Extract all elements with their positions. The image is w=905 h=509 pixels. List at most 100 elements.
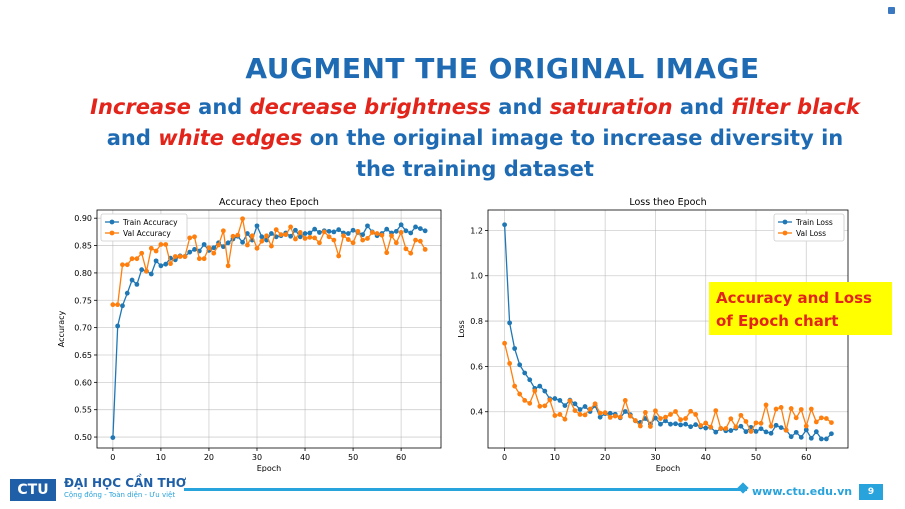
data-point bbox=[153, 258, 159, 264]
data-point bbox=[607, 410, 613, 416]
data-point bbox=[768, 423, 774, 429]
legend-box bbox=[773, 213, 845, 242]
data-point bbox=[244, 231, 250, 236]
data-point bbox=[398, 222, 404, 228]
legend-swatch-marker bbox=[109, 230, 115, 236]
data-point bbox=[398, 230, 404, 235]
data-point bbox=[172, 254, 178, 259]
data-point bbox=[297, 234, 303, 240]
data-point bbox=[582, 412, 588, 418]
data-point bbox=[778, 405, 784, 410]
footer-url-link[interactable]: www.ctu.edu.vn bbox=[752, 485, 853, 498]
series-line-train bbox=[112, 223, 426, 438]
data-point bbox=[124, 262, 130, 268]
data-point bbox=[597, 410, 603, 416]
data-point bbox=[663, 418, 668, 424]
data-point bbox=[360, 232, 366, 238]
data-point bbox=[773, 422, 779, 428]
data-point bbox=[384, 250, 390, 256]
legend-swatch-marker bbox=[109, 219, 115, 225]
data-point bbox=[788, 406, 794, 411]
data-point bbox=[808, 435, 814, 441]
data-point bbox=[798, 434, 804, 440]
data-point bbox=[134, 256, 140, 262]
data-point bbox=[244, 242, 250, 248]
data-point bbox=[336, 227, 342, 233]
data-point bbox=[417, 238, 423, 244]
data-point bbox=[144, 268, 149, 274]
data-point bbox=[572, 408, 578, 413]
data-point bbox=[269, 243, 274, 249]
y-tick-label: 0.6 bbox=[470, 362, 483, 371]
corner-mark bbox=[888, 7, 895, 14]
data-point bbox=[369, 230, 375, 235]
data-point bbox=[788, 434, 794, 440]
data-point bbox=[307, 230, 313, 236]
data-point bbox=[288, 233, 294, 239]
x-tick-label: 0 bbox=[110, 453, 115, 462]
data-point bbox=[502, 222, 507, 228]
data-point bbox=[567, 398, 573, 404]
data-point bbox=[829, 420, 834, 426]
subtitle-highlight: filter black bbox=[731, 95, 860, 119]
x-tick-label: 30 bbox=[252, 453, 262, 462]
data-point bbox=[211, 250, 217, 256]
x-axis-label: Epoch bbox=[257, 464, 282, 472]
x-tick-label: 0 bbox=[502, 453, 507, 462]
data-point bbox=[653, 415, 658, 421]
y-tick-label: 0.8 bbox=[470, 317, 483, 326]
data-point bbox=[507, 320, 513, 326]
data-point bbox=[728, 428, 734, 433]
data-point bbox=[713, 429, 719, 435]
data-point bbox=[607, 415, 613, 420]
data-point bbox=[552, 396, 558, 401]
data-point bbox=[120, 303, 125, 309]
data-point bbox=[139, 267, 145, 273]
data-point bbox=[803, 423, 809, 429]
data-point bbox=[753, 420, 759, 426]
data-point bbox=[617, 414, 623, 420]
data-point bbox=[758, 420, 764, 426]
data-point bbox=[403, 246, 409, 252]
x-tick-label: 60 bbox=[396, 453, 406, 462]
data-point bbox=[192, 246, 197, 252]
data-point bbox=[542, 388, 548, 394]
data-point bbox=[723, 426, 729, 431]
data-point bbox=[389, 233, 394, 239]
data-point bbox=[818, 415, 824, 421]
x-tick-label: 20 bbox=[600, 453, 610, 462]
data-point bbox=[148, 245, 154, 251]
y-tick-label: 0.75 bbox=[74, 296, 92, 305]
data-point bbox=[273, 227, 279, 233]
data-point bbox=[120, 262, 125, 268]
data-point bbox=[562, 403, 568, 409]
data-point bbox=[753, 429, 759, 434]
data-point bbox=[216, 242, 221, 248]
data-point bbox=[798, 407, 804, 412]
data-point bbox=[230, 233, 236, 239]
legend-label: Train Loss bbox=[795, 218, 833, 227]
data-point bbox=[206, 245, 212, 251]
data-point bbox=[758, 426, 764, 432]
data-point bbox=[663, 414, 668, 420]
data-point bbox=[562, 416, 568, 422]
data-point bbox=[264, 233, 269, 239]
subtitle-highlight: saturation bbox=[549, 95, 673, 119]
legend-label: Val Accuracy bbox=[123, 229, 171, 238]
data-point bbox=[678, 422, 683, 428]
data-point bbox=[577, 407, 583, 412]
data-point bbox=[587, 406, 593, 412]
data-point bbox=[668, 412, 673, 417]
y-tick-label: 0.4 bbox=[470, 408, 483, 417]
data-point bbox=[355, 228, 361, 234]
data-point bbox=[283, 232, 289, 238]
data-point bbox=[326, 228, 332, 234]
data-point bbox=[331, 237, 337, 243]
data-point bbox=[129, 256, 135, 262]
data-point bbox=[422, 246, 428, 252]
data-point bbox=[673, 421, 678, 427]
data-point bbox=[110, 302, 116, 308]
data-point bbox=[823, 416, 829, 421]
data-point bbox=[110, 435, 116, 441]
data-point bbox=[728, 416, 734, 422]
